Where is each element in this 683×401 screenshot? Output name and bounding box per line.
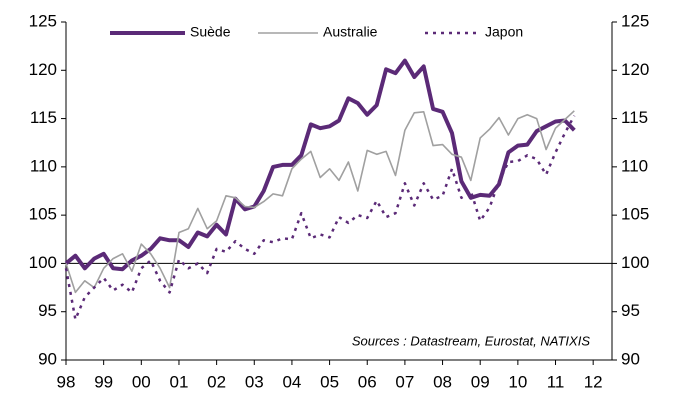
x-tick-label: 04 <box>282 372 301 391</box>
y2-tick-label: 115 <box>621 108 648 127</box>
y2-tick-label: 120 <box>621 60 649 79</box>
y2-tick-label: 125 <box>621 11 649 30</box>
legend-label: Suède <box>190 24 231 40</box>
y-tick-label: 110 <box>30 156 57 175</box>
x-tick-label: 06 <box>358 372 377 391</box>
series-line <box>65 110 575 294</box>
legend-label: Japon <box>485 24 523 40</box>
y-tick-label: 115 <box>30 108 57 127</box>
y2-tick-label: 105 <box>621 205 649 224</box>
x-tick-label: 99 <box>94 372 113 391</box>
y-tick-label: 95 <box>38 301 57 320</box>
y-tick-label: 105 <box>29 205 57 224</box>
x-tick-label: 12 <box>584 372 603 391</box>
x-tick-label: 09 <box>471 372 490 391</box>
x-tick-label: 00 <box>132 372 151 391</box>
x-tick-label: 03 <box>245 372 264 391</box>
y-tick-label: 90 <box>38 349 57 368</box>
x-tick-label: 07 <box>395 372 414 391</box>
x-tick-label: 10 <box>508 372 527 391</box>
y2-tick-label: 95 <box>621 301 640 320</box>
y-tick-label: 100 <box>29 253 57 272</box>
series-line <box>64 115 576 321</box>
y2-tick-label: 110 <box>621 156 648 175</box>
series-line <box>64 58 576 272</box>
y-tick-label: 120 <box>29 60 57 79</box>
x-tick-label: 08 <box>433 372 452 391</box>
x-tick-label: 05 <box>320 372 339 391</box>
y2-tick-label: 100 <box>621 253 649 272</box>
x-tick-label: 01 <box>170 372 189 391</box>
x-tick-label: 11 <box>547 372 565 391</box>
y2-tick-label: 90 <box>621 349 640 368</box>
legend-label: Australie <box>323 24 378 40</box>
annotation: Sources : Datastream, Eurostat, NATIXIS <box>352 333 591 348</box>
y-tick-label: 125 <box>29 11 57 30</box>
x-tick-label: 98 <box>57 372 76 391</box>
x-tick-label: 02 <box>207 372 226 391</box>
